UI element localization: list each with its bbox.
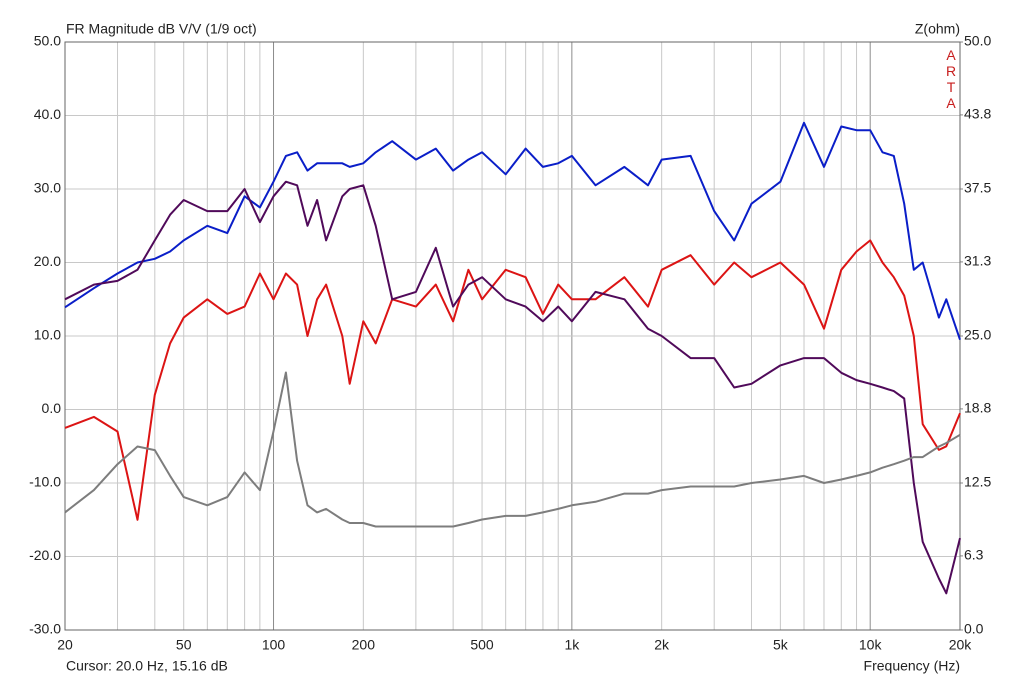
y2-tick-label: 12.5 <box>964 474 991 490</box>
series-line <box>64 180 961 595</box>
x-tick-label: 200 <box>352 637 376 653</box>
y2-tick-label: 25.0 <box>964 327 991 343</box>
y2-tick-label: 18.8 <box>964 400 991 416</box>
plot-frame <box>64 41 961 631</box>
x-tick-label: 100 <box>262 637 286 653</box>
x-tick-label: 5k <box>773 637 789 653</box>
x-tick-label: 500 <box>470 637 494 653</box>
y-tick-label: -30.0 <box>29 621 61 637</box>
y2-tick-label: 37.5 <box>964 180 991 196</box>
y2-axis-label: Z(ohm) <box>915 21 960 37</box>
x-axis-label: Frequency (Hz) <box>864 658 960 674</box>
y-tick-label: -20.0 <box>29 547 61 563</box>
chart-title: FR Magnitude dB V/V (1/9 oct) <box>66 21 257 37</box>
x-tick-label: 50 <box>176 637 192 653</box>
y-tick-label: 20.0 <box>34 253 61 269</box>
x-tick-label: 20 <box>57 637 73 653</box>
y-tick-label: 40.0 <box>34 106 61 122</box>
x-tick-label: 2k <box>654 637 670 653</box>
y2-tick-label: 0.0 <box>964 621 984 637</box>
brand-letter: A <box>946 95 956 111</box>
y2-tick-label: 50.0 <box>964 33 991 49</box>
x-tick-label: 20k <box>949 637 973 653</box>
series-line <box>64 239 961 521</box>
brand-letter: A <box>946 47 956 63</box>
brand-letter: R <box>946 63 956 79</box>
brand-letter: T <box>947 79 956 95</box>
y2-tick-label: 31.3 <box>964 253 991 269</box>
y-tick-label: 0.0 <box>42 400 62 416</box>
y-tick-label: 30.0 <box>34 180 61 196</box>
y-tick-label: 10.0 <box>34 327 61 343</box>
series-line <box>64 121 961 341</box>
x-tick-label: 10k <box>859 637 883 653</box>
y2-tick-label: 6.3 <box>964 547 984 563</box>
cursor-readout: Cursor: 20.0 Hz, 15.16 dB <box>66 658 228 674</box>
x-tick-label: 1k <box>564 637 580 653</box>
y-tick-label: 50.0 <box>34 33 61 49</box>
series-line <box>64 371 961 528</box>
y-tick-label: -10.0 <box>29 474 61 490</box>
y2-tick-label: 43.8 <box>964 106 991 122</box>
